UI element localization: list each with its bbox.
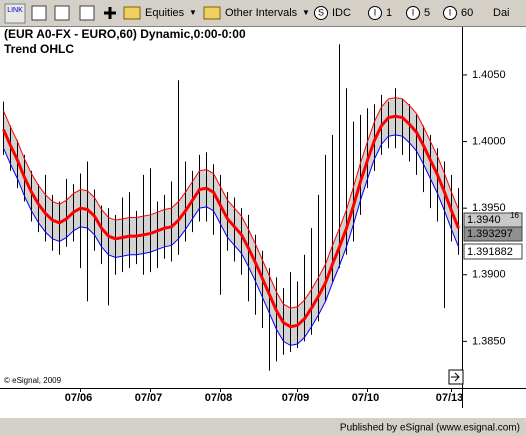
button-label[interactable]: 5 [424, 7, 430, 19]
price-box [463, 243, 523, 260]
button-overflow[interactable]: Dai [493, 7, 510, 19]
icon-letter: I [374, 7, 377, 17]
footer-text: Published by eSignal (www.esignal.com) [340, 423, 520, 434]
circle-icon[interactable] [406, 6, 420, 20]
x-tick-label: 07/13 [436, 392, 464, 404]
dropdown-arrow[interactable]: ▼ [189, 8, 197, 17]
y-tick-label: 1.3850 [472, 335, 506, 347]
trend-line [2, 114, 460, 329]
price-label: 1.393297 [467, 228, 513, 240]
x-tick-label: 07/08 [205, 392, 233, 404]
folder-icon[interactable] [203, 6, 221, 20]
x-tick-label: 07/07 [135, 392, 163, 404]
button-label[interactable]: IDC [332, 7, 351, 19]
y-tick-label: 1.3900 [472, 269, 506, 281]
price-label-sup: 16 [510, 211, 519, 220]
upper-band [3, 97, 459, 309]
folder-icon[interactable] [123, 6, 141, 20]
icon-letter: I [449, 7, 452, 17]
button-label[interactable]: 1 [386, 7, 392, 19]
add-button[interactable] [104, 7, 116, 19]
icon-letter: I [412, 7, 415, 17]
menu-intervals[interactable]: Other Intervals [225, 7, 298, 19]
price-box [463, 226, 523, 242]
chart-title: (EUR A0-FX - EURO,60) Dynamic,0:00-0:00 [4, 27, 246, 41]
icon-button[interactable] [31, 5, 47, 21]
y-tick-label: 1.4000 [472, 135, 506, 147]
button-label[interactable]: 60 [461, 7, 473, 19]
icon-button[interactable] [54, 5, 70, 21]
scroll-arrow [451, 372, 460, 382]
circle-icon[interactable] [443, 6, 457, 20]
price-label: 1.391882 [467, 246, 513, 258]
link-label: LINK [7, 7, 23, 14]
x-tick-label: 07/09 [282, 392, 310, 404]
footer-bar [0, 418, 526, 436]
x-tick-label: 07/10 [352, 392, 380, 404]
price-label: 1.3940 [467, 214, 501, 226]
circle-icon[interactable] [314, 6, 328, 20]
menu-equities[interactable]: Equities [145, 7, 185, 19]
icon-button[interactable] [79, 5, 95, 21]
link-button[interactable] [4, 3, 26, 24]
y-tick-label: 1.3950 [472, 202, 506, 214]
watermark: © eSignal, 2009 [4, 376, 62, 385]
dropdown-arrow[interactable]: ▼ [302, 8, 310, 17]
lower-band [3, 134, 459, 346]
y-tick-label: 1.4050 [472, 69, 506, 81]
chart-subtitle: Trend OHLC [4, 42, 74, 56]
circle-icon[interactable] [368, 6, 382, 20]
x-tick-label: 07/06 [65, 392, 93, 404]
icon-letter: S [318, 7, 324, 17]
